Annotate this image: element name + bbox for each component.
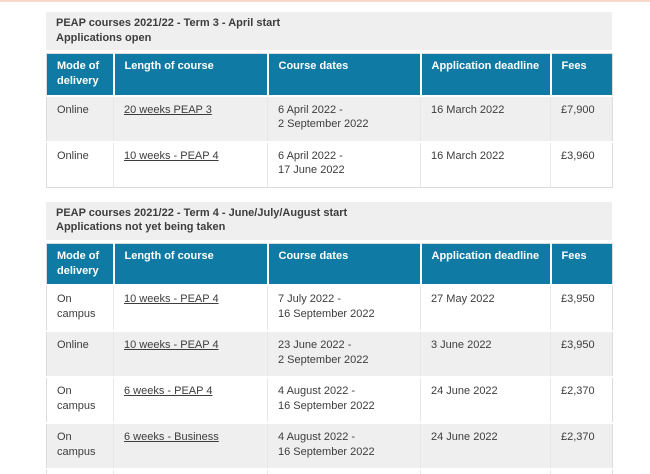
header-row: Mode of delivery Length of course Course…	[46, 53, 613, 96]
deadline-cell: 27 May 2022	[420, 284, 551, 332]
deadline-cell: 24 June 2022	[420, 422, 551, 470]
mode-cell: On campus	[46, 376, 114, 424]
mode-cell: Online	[46, 330, 114, 378]
caption-title: PEAP courses 2021/22 - Term 3 - April st…	[56, 17, 281, 29]
fee-cell: £2,370	[550, 468, 613, 474]
dates-cell: 6 April 2022 - 17 June 2022	[267, 140, 421, 188]
term4-courses-table: Mode of delivery Length of course Course…	[46, 243, 613, 474]
column-header-deadline: Application deadline	[420, 243, 552, 286]
term3-courses-table: Mode of delivery Length of course Course…	[46, 53, 613, 188]
caption-status: Applications not yet being taken	[56, 221, 226, 234]
term3-table-caption: PEAP courses 2021/22 - Term 3 - April st…	[46, 12, 612, 51]
column-header-deadline: Application deadline	[420, 53, 552, 96]
course-link[interactable]: 20 weeks PEAP 3	[124, 103, 212, 116]
caption-title: PEAP courses 2021/22 - Term 4 - June/Jul…	[56, 206, 348, 219]
length-cell: 6 weeks - PEAP 4	[113, 468, 268, 474]
course-link[interactable]: 10 weeks - PEAP 4	[124, 149, 219, 162]
date-line-start: 6 April 2022 -	[278, 149, 343, 162]
course-link[interactable]: 10 weeks - PEAP 4	[124, 339, 219, 352]
deadline-cell: 16 March 2022	[420, 94, 551, 142]
deadline-cell: 3 June 2022	[420, 330, 551, 378]
table-row: Online 6 weeks - PEAP 4 21 July 2022 - 2…	[46, 468, 613, 474]
date-line-end: 17 June 2022	[278, 164, 345, 177]
length-cell: 10 weeks - PEAP 4	[113, 284, 268, 332]
dates-cell: 7 July 2022 - 16 September 2022	[267, 284, 421, 332]
fee-cell: £2,370	[550, 422, 613, 470]
dates-cell: 6 April 2022 - 2 September 2022	[267, 94, 421, 142]
date-line-end: 2 September 2022	[278, 353, 369, 366]
table-row: On campus 6 weeks - Business 4 August 20…	[46, 422, 613, 470]
date-line-start: 4 August 2022 -	[278, 385, 356, 398]
column-header-length: Length of course	[113, 53, 269, 96]
dates-cell: 4 August 2022 - 16 September 2022	[267, 376, 421, 424]
length-cell: 10 weeks - PEAP 4	[113, 140, 268, 188]
term3-table-section: PEAP courses 2021/22 - Term 3 - April st…	[46, 12, 613, 188]
mode-cell: On campus	[46, 422, 114, 470]
column-header-mode: Mode of delivery	[46, 53, 115, 96]
mode-cell: On campus	[46, 284, 114, 332]
dates-cell: 4 August 2022 - 16 September 2022	[267, 422, 421, 470]
fee-cell: £2,370	[550, 376, 613, 424]
deadline-cell: 24 June 2022	[420, 376, 551, 424]
date-line-end: 16 September 2022	[278, 399, 375, 412]
length-cell: 10 weeks - PEAP 4	[113, 330, 268, 378]
mode-cell: Online	[46, 94, 114, 142]
table-row: On campus 6 weeks - PEAP 4 4 August 2022…	[46, 376, 613, 424]
fee-cell: £3,960	[550, 140, 613, 188]
column-header-mode: Mode of delivery	[46, 243, 115, 286]
table-row: Online 10 weeks - PEAP 4 6 April 2022 - …	[46, 140, 613, 188]
column-header-fees: Fees	[550, 53, 613, 96]
column-header-fees: Fees	[550, 243, 613, 286]
date-line-start: 4 August 2022 -	[278, 431, 356, 444]
page-content: PEAP courses 2021/22 - Term 3 - April st…	[46, 12, 613, 474]
dates-cell: 23 June 2022 - 2 September 2022	[267, 330, 421, 378]
deadline-cell: 16 March 2022	[420, 140, 551, 188]
course-link[interactable]: 6 weeks - PEAP 4	[124, 385, 213, 398]
dates-cell: 21 July 2022 - 2 September 2022	[267, 468, 421, 474]
mode-cell: Online	[46, 468, 114, 474]
top-accent-bar	[0, 0, 650, 2]
date-line-start: 7 July 2022 -	[278, 293, 341, 306]
header-row: Mode of delivery Length of course Course…	[46, 243, 613, 286]
date-line-start: 6 April 2022 -	[278, 103, 343, 116]
fee-cell: £7,900	[550, 94, 613, 142]
column-header-length: Length of course	[113, 243, 269, 286]
term4-table-section: PEAP courses 2021/22 - Term 4 - June/Jul…	[46, 201, 613, 474]
date-line-start: 23 June 2022 -	[278, 339, 352, 352]
fee-cell: £3,950	[550, 330, 613, 378]
length-cell: 20 weeks PEAP 3	[113, 94, 268, 142]
deadline-cell: 17 June 2022	[420, 468, 551, 474]
column-header-dates: Course dates	[267, 243, 422, 286]
fee-cell: £3,950	[550, 284, 613, 332]
length-cell: 6 weeks - Business	[113, 422, 268, 470]
mode-cell: Online	[46, 140, 114, 188]
caption-status: Applications open	[56, 31, 152, 44]
column-header-dates: Course dates	[267, 53, 422, 96]
course-link[interactable]: 10 weeks - PEAP 4	[124, 293, 219, 306]
date-line-end: 2 September 2022	[278, 118, 369, 131]
date-line-end: 16 September 2022	[278, 445, 375, 458]
table-row: Online 10 weeks - PEAP 4 23 June 2022 - …	[46, 330, 613, 378]
table-row: On campus 10 weeks - PEAP 4 7 July 2022 …	[46, 284, 613, 332]
term4-table-caption: PEAP courses 2021/22 - Term 4 - June/Jul…	[46, 201, 612, 241]
date-line-end: 16 September 2022	[278, 307, 375, 320]
length-cell: 6 weeks - PEAP 4	[113, 376, 268, 424]
course-link[interactable]: 6 weeks - Business	[124, 431, 219, 444]
table-row: Online 20 weeks PEAP 3 6 April 2022 - 2 …	[46, 94, 613, 142]
